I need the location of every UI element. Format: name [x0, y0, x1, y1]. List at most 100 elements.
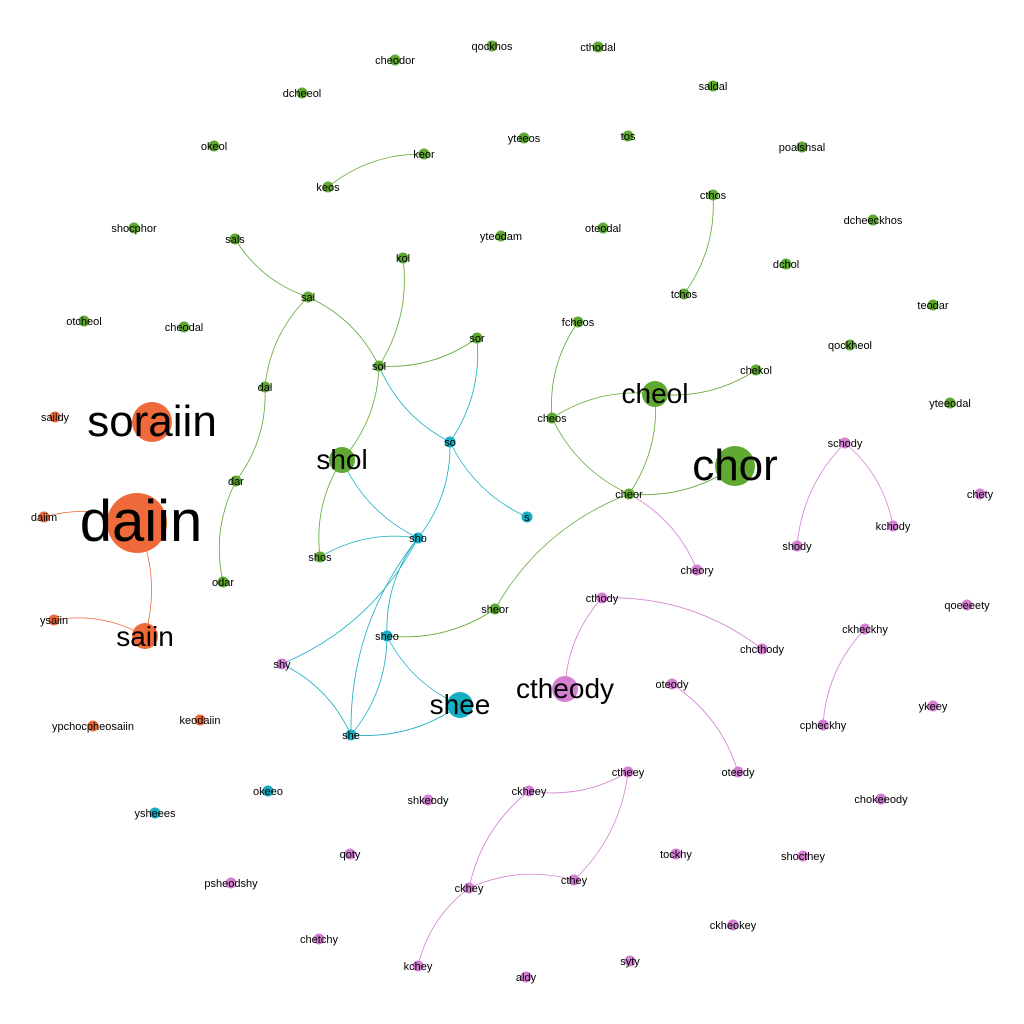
node-ypchocpheosaiin[interactable] [87, 720, 99, 732]
node-tchos[interactable] [678, 288, 690, 300]
node-chcthody[interactable] [756, 643, 768, 655]
node-kchody[interactable] [887, 520, 899, 532]
node-yteeodal[interactable] [944, 397, 956, 409]
node-ckheey[interactable] [523, 785, 535, 797]
node-shos[interactable] [314, 551, 326, 563]
node-cthos[interactable] [707, 189, 719, 201]
node-okeeo[interactable] [262, 785, 274, 797]
node-ckheokey[interactable] [727, 919, 739, 931]
node-kol[interactable] [397, 252, 409, 264]
label-yteeodal: yteeodal [929, 398, 971, 410]
node-chor[interactable] [715, 446, 755, 486]
node-shocphor[interactable] [128, 222, 140, 234]
node-otcheol[interactable] [78, 315, 90, 327]
node-aldy[interactable] [520, 971, 532, 983]
edge-shy-she [281, 663, 352, 736]
node-dchol[interactable] [780, 258, 792, 270]
node-okeol[interactable] [208, 140, 220, 152]
node-oteody[interactable] [666, 678, 678, 690]
node-chekol[interactable] [750, 364, 762, 376]
label-syty: syty [620, 956, 640, 968]
node-sor[interactable] [471, 332, 483, 344]
node-ysaiin[interactable] [48, 614, 60, 626]
node-cheodal[interactable] [178, 321, 190, 333]
label-ckheokey: ckheokey [710, 920, 757, 932]
edge-oteody-oteedy [671, 683, 739, 773]
node-poalshsal[interactable] [796, 141, 808, 153]
node-chety[interactable] [974, 488, 986, 500]
node-tos[interactable] [622, 130, 634, 142]
node-sol[interactable] [373, 360, 385, 372]
node-cpheckhy[interactable] [817, 719, 829, 731]
node-ctheody[interactable] [552, 676, 578, 702]
node-kchey[interactable] [412, 960, 424, 972]
node-so[interactable] [444, 436, 456, 448]
node-psheodshy[interactable] [225, 877, 237, 889]
node-oteodal[interactable] [597, 222, 609, 234]
node-she[interactable] [345, 729, 357, 741]
node-keodaiin[interactable] [194, 714, 206, 726]
node-qockhos[interactable] [486, 40, 498, 52]
node-shkeody[interactable] [422, 794, 434, 806]
node-sheor[interactable] [489, 603, 501, 615]
node-syty[interactable] [624, 955, 636, 967]
node-cthodal[interactable] [592, 41, 604, 53]
node-cheodor[interactable] [389, 54, 401, 66]
node-saldal[interactable] [707, 80, 719, 92]
node-saiin[interactable] [132, 623, 158, 649]
label-cthodal: cthodal [580, 42, 615, 54]
node-shee[interactable] [447, 692, 473, 718]
node-s[interactable] [521, 511, 533, 523]
node-ykeey[interactable] [927, 700, 939, 712]
node-dcheeol[interactable] [296, 87, 308, 99]
edge-sheor-sheo [386, 608, 496, 638]
node-yteodam[interactable] [495, 230, 507, 242]
label-ysaiin: ysaiin [40, 615, 68, 627]
node-sho[interactable] [412, 532, 424, 544]
label-ykeey: ykeey [919, 701, 948, 713]
node-soraiin[interactable] [132, 402, 172, 442]
node-keor[interactable] [418, 148, 430, 160]
node-dar[interactable] [230, 475, 242, 487]
node-chetchy[interactable] [313, 933, 325, 945]
edge-so-sho [417, 441, 451, 539]
node-schody[interactable] [839, 437, 851, 449]
node-qoty[interactable] [344, 848, 356, 860]
label-saiin: saiin [116, 621, 174, 652]
node-ctheey[interactable] [622, 766, 634, 778]
node-qoeeeety[interactable] [961, 599, 973, 611]
node-cheos[interactable] [546, 412, 558, 424]
node-ckhey[interactable] [463, 882, 475, 894]
node-shody[interactable] [791, 540, 803, 552]
node-shol[interactable] [329, 447, 355, 473]
node-keos[interactable] [322, 181, 334, 193]
node-chokeeody[interactable] [875, 793, 887, 805]
node-odar[interactable] [217, 576, 229, 588]
node-cthody[interactable] [596, 592, 608, 604]
node-sal[interactable] [302, 291, 314, 303]
node-ckheckhy[interactable] [859, 623, 871, 635]
label-kol: kol [396, 253, 410, 265]
node-daiim[interactable] [38, 511, 50, 523]
node-sals[interactable] [229, 233, 241, 245]
node-teodar[interactable] [927, 299, 939, 311]
node-fcheos[interactable] [572, 316, 584, 328]
node-dal[interactable] [259, 381, 271, 393]
node-cheor[interactable] [623, 488, 635, 500]
node-dcheeckhos[interactable] [867, 214, 879, 226]
node-cheol[interactable] [642, 381, 668, 407]
node-ysheees[interactable] [149, 807, 161, 819]
node-cheory[interactable] [691, 564, 703, 576]
node-daiin[interactable] [107, 493, 167, 553]
node-cthey[interactable] [568, 874, 580, 886]
node-oteedy[interactable] [732, 766, 744, 778]
node-shocthey[interactable] [797, 850, 809, 862]
node-shy[interactable] [276, 658, 288, 670]
node-saildy[interactable] [49, 411, 61, 423]
node-sheo[interactable] [381, 630, 393, 642]
node-tockhy[interactable] [670, 848, 682, 860]
label-ctheey: ctheey [612, 767, 645, 779]
node-yteeos[interactable] [518, 132, 530, 144]
label-keos: keos [316, 182, 340, 194]
node-qockheol[interactable] [844, 339, 856, 351]
